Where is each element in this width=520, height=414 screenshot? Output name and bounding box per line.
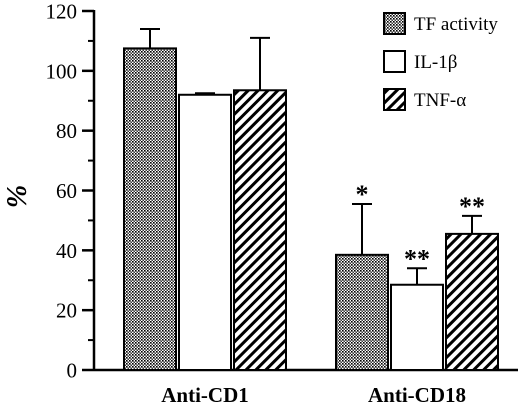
y-tick-label: 20 <box>56 299 77 323</box>
y-tick-label: 0 <box>67 359 78 383</box>
bar-anti-cd18-tnf <box>445 232 499 371</box>
legend-label: TF activity <box>414 14 498 35</box>
bar-anti-cd18-tf-activity <box>335 253 389 371</box>
y-axis-label: % <box>2 185 33 208</box>
y-tick-label: 100 <box>46 59 78 83</box>
legend-label: TNF-α <box>414 90 466 111</box>
bar-anti-cd1-tf-activity <box>123 47 177 371</box>
legend-swatch-tnf <box>383 88 406 111</box>
bar-anti-cd18-il-1 <box>390 283 444 371</box>
bar-anti-cd1-il-1 <box>178 93 232 372</box>
legend-swatch-tf-activity <box>383 12 406 35</box>
legend-label: IL-1β <box>414 52 457 73</box>
x-category-label: Anti-CD18 <box>368 383 466 407</box>
significance-marker: * <box>356 180 369 209</box>
y-tick-label: 80 <box>56 119 77 143</box>
significance-marker: ** <box>459 192 485 221</box>
x-category-label: Anti-CD1 <box>161 383 249 407</box>
significance-marker: ** <box>404 244 430 273</box>
legend-swatch-il-1 <box>383 50 406 73</box>
bar-anti-cd1-tnf <box>233 89 287 371</box>
y-tick-label: 120 <box>46 0 78 24</box>
y-tick-label: 60 <box>56 179 77 203</box>
y-tick-label: 40 <box>56 239 77 263</box>
